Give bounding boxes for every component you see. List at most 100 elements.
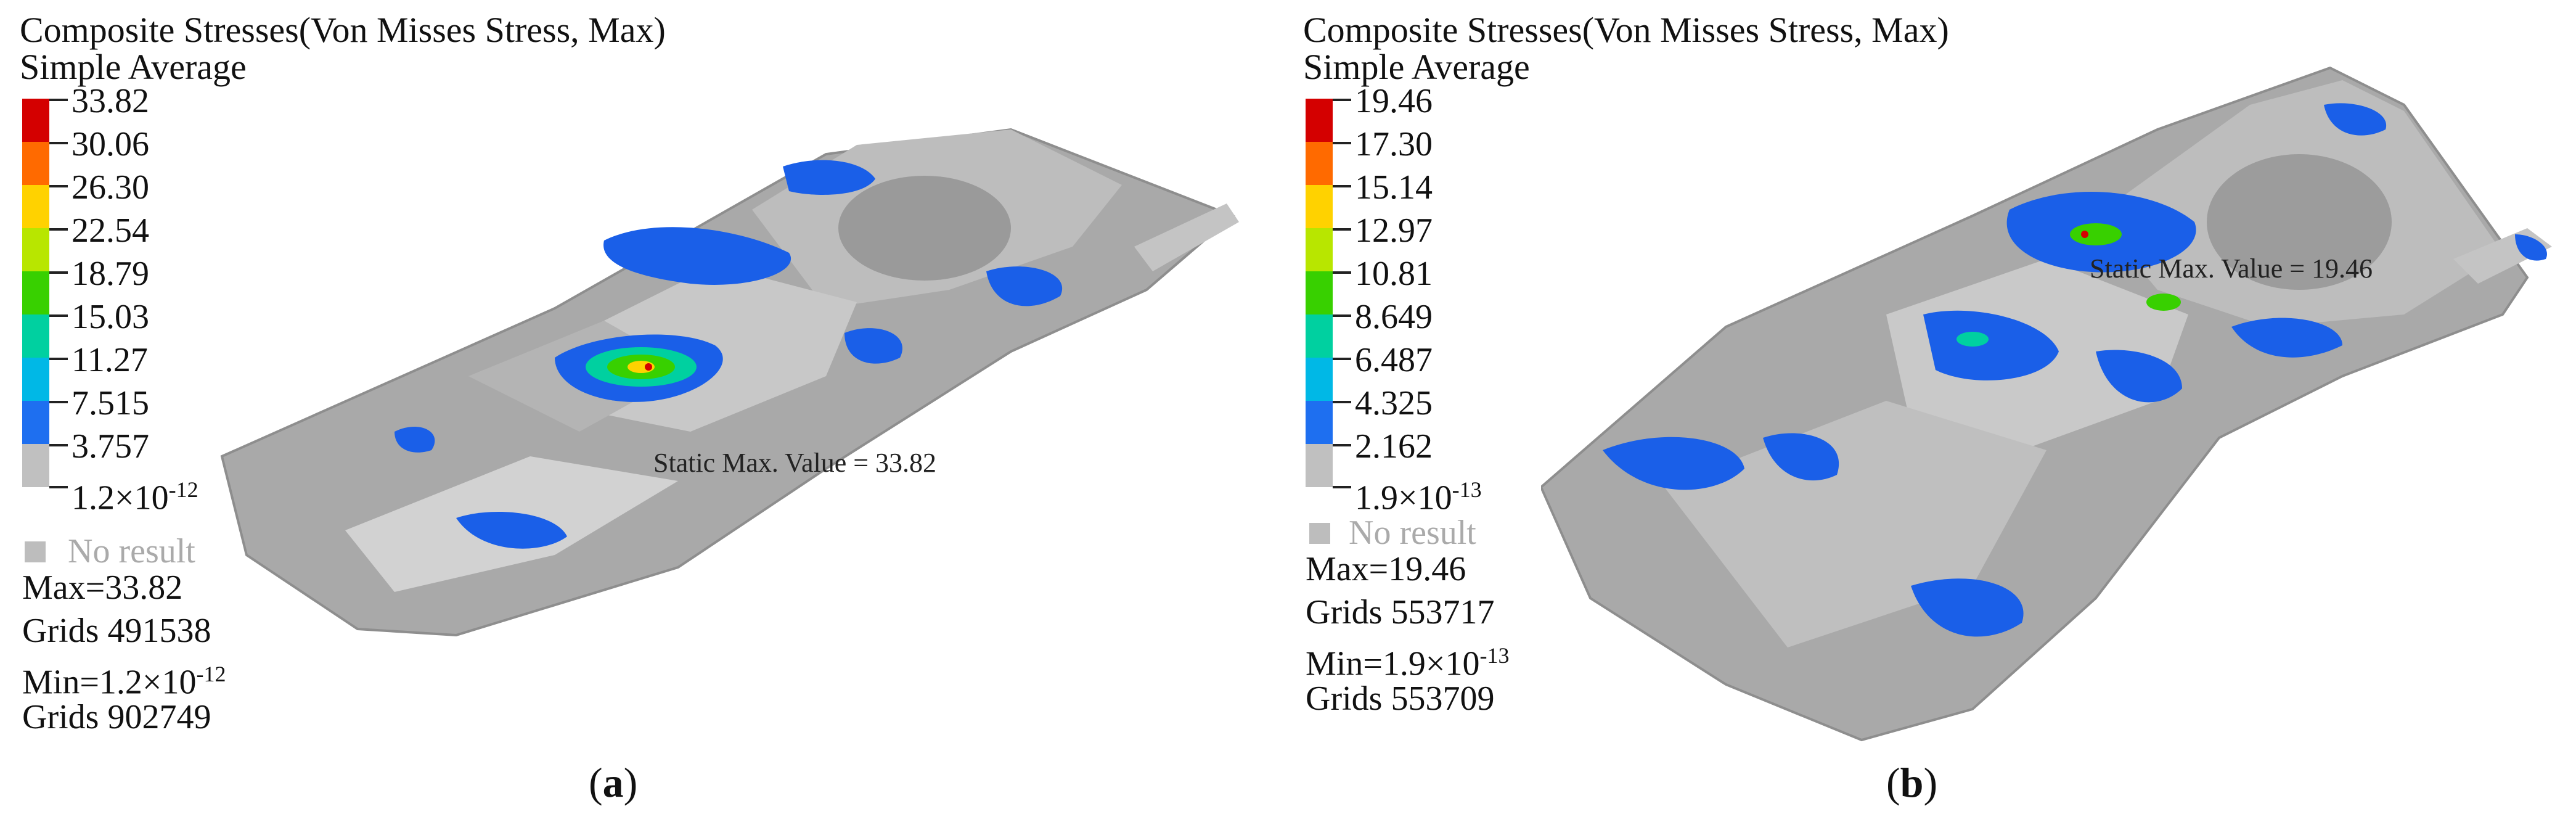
- legend-label: 19.46: [1355, 82, 1433, 120]
- no-result-label: No result: [68, 532, 195, 570]
- legend-tick: [49, 271, 68, 274]
- legend-label: 26.30: [72, 168, 149, 207]
- min-value: Min=1.2×10-12: [22, 662, 226, 702]
- legend-label: 7.515: [72, 384, 149, 422]
- max-grids: Grids 491538: [22, 612, 211, 650]
- stress-patch: [1923, 310, 2059, 380]
- max-annotation: Static Max. Value = 33.82: [653, 448, 936, 478]
- panel-b: Composite Stresses(Von Misses Stress, Ma…: [1288, 0, 2576, 830]
- no-result-swatch: [1309, 523, 1330, 544]
- legend-tick: [1333, 142, 1351, 144]
- legend-swatch-0: [22, 99, 49, 142]
- no-result-label: No result: [1349, 514, 1476, 552]
- legend-swatch-7: [22, 401, 49, 444]
- legend-label: 33.82: [72, 82, 149, 120]
- legend-swatch-3: [1306, 228, 1333, 271]
- legend-swatch-5: [1306, 314, 1333, 358]
- legend-tick: [1333, 271, 1351, 274]
- legend-label: 4.325: [1355, 384, 1433, 422]
- legend-label: 8.649: [1355, 298, 1433, 336]
- legend-tick: [1333, 99, 1351, 101]
- min-value: Min=1.9×10-13: [1306, 643, 1510, 683]
- legend-tick: [1333, 314, 1351, 317]
- panel-title: Composite Stresses(Von Misses Stress, Ma…: [20, 10, 666, 50]
- legend-swatch-5: [22, 314, 49, 358]
- legend-tick: [49, 486, 68, 488]
- panel-title: Composite Stresses(Von Misses Stress, Ma…: [1303, 10, 1949, 50]
- wheel-well-shape: [2207, 154, 2392, 290]
- legend-tick: [49, 401, 68, 403]
- legend-label-min: 1.2×10-12: [72, 477, 198, 517]
- stress-patch: [2515, 234, 2547, 261]
- legend-tick: [49, 358, 68, 360]
- stress-patch: [2324, 103, 2387, 136]
- stress-patch: [395, 426, 435, 453]
- legend-label: 2.162: [1355, 427, 1433, 466]
- legend-label: 3.757: [72, 427, 149, 466]
- flange-shape: [1134, 203, 1239, 271]
- stress-hotspot-green: [2070, 223, 2122, 245]
- legend-swatch-6: [22, 358, 49, 401]
- legend-swatch-6: [1306, 358, 1333, 401]
- legend-tick: [1333, 185, 1351, 187]
- legend-label: 22.54: [72, 212, 149, 250]
- legend-label: 18.79: [72, 255, 149, 293]
- panel-a: Composite Stresses(Von Misses Stress, Ma…: [20, 10, 1239, 806]
- max-marker: [2081, 231, 2088, 238]
- min-grids: Grids 553709: [1306, 680, 1495, 718]
- legend-swatch-8: [1306, 444, 1333, 487]
- legend-tick: [1333, 444, 1351, 446]
- caption-a: (a): [589, 759, 638, 806]
- stress-hotspot-cyan: [1957, 332, 1989, 347]
- legend-swatch-3: [22, 228, 49, 271]
- panel-subtitle: Simple Average: [20, 47, 247, 87]
- panel-subtitle: Simple Average: [1303, 47, 1530, 87]
- stress-patch: [844, 328, 902, 364]
- stress-patch: [783, 160, 875, 195]
- legend-tick: [1333, 486, 1351, 488]
- wheel-well-shape: [838, 176, 1011, 281]
- stress-patch: [2096, 350, 2182, 403]
- stress-hotspot-green: [2146, 294, 2181, 311]
- stress-patch: [1603, 437, 1744, 490]
- max-value: Max=33.82: [22, 569, 183, 607]
- fea-model-a: Static Max. Value = 33.82: [220, 128, 1239, 637]
- legend-label-min: 1.9×10-13: [1355, 477, 1482, 517]
- legend-label: 12.97: [1355, 212, 1433, 250]
- stress-patch: [1763, 433, 1839, 481]
- legend-label: 11.27: [72, 341, 148, 379]
- stress-patch: [603, 227, 791, 285]
- max-marker: [645, 363, 652, 371]
- legend-tick: [49, 314, 68, 317]
- legend-swatch-0: [1306, 99, 1333, 142]
- legend-label: 15.03: [72, 298, 149, 336]
- legend-swatch-1: [1306, 142, 1333, 185]
- max-grids: Grids 553717: [1306, 593, 1495, 631]
- max-annotation: Static Max. Value = 19.46: [2090, 253, 2373, 284]
- legend-swatch-8: [22, 444, 49, 487]
- legend-label: 15.14: [1355, 168, 1433, 207]
- legend-label: 10.81: [1355, 255, 1433, 293]
- legend-tick: [49, 444, 68, 446]
- legend-tick: [49, 228, 68, 231]
- legend-tick: [1333, 401, 1351, 403]
- fea-model-b: Static Max. Value = 19.46: [1541, 66, 2552, 742]
- legend-swatch-2: [1306, 185, 1333, 228]
- legend-tick: [49, 185, 68, 187]
- legend-swatch-4: [22, 271, 49, 314]
- legend-tick: [49, 99, 68, 101]
- legend-tick: [49, 142, 68, 144]
- stress-patch: [1911, 578, 2024, 637]
- stress-patch: [2231, 318, 2342, 358]
- legend-swatch-7: [1306, 401, 1333, 444]
- min-grids: Grids 902749: [22, 698, 211, 736]
- legend-swatch-4: [1306, 271, 1333, 314]
- legend-swatch-1: [22, 142, 49, 185]
- legend-swatch-2: [22, 185, 49, 228]
- caption-b: (b): [1886, 759, 1938, 806]
- no-result-swatch: [25, 541, 46, 562]
- stress-patch: [986, 266, 1063, 306]
- legend-label: 6.487: [1355, 341, 1433, 379]
- legend-label: 30.06: [72, 125, 149, 163]
- legend-label: 17.30: [1355, 125, 1433, 163]
